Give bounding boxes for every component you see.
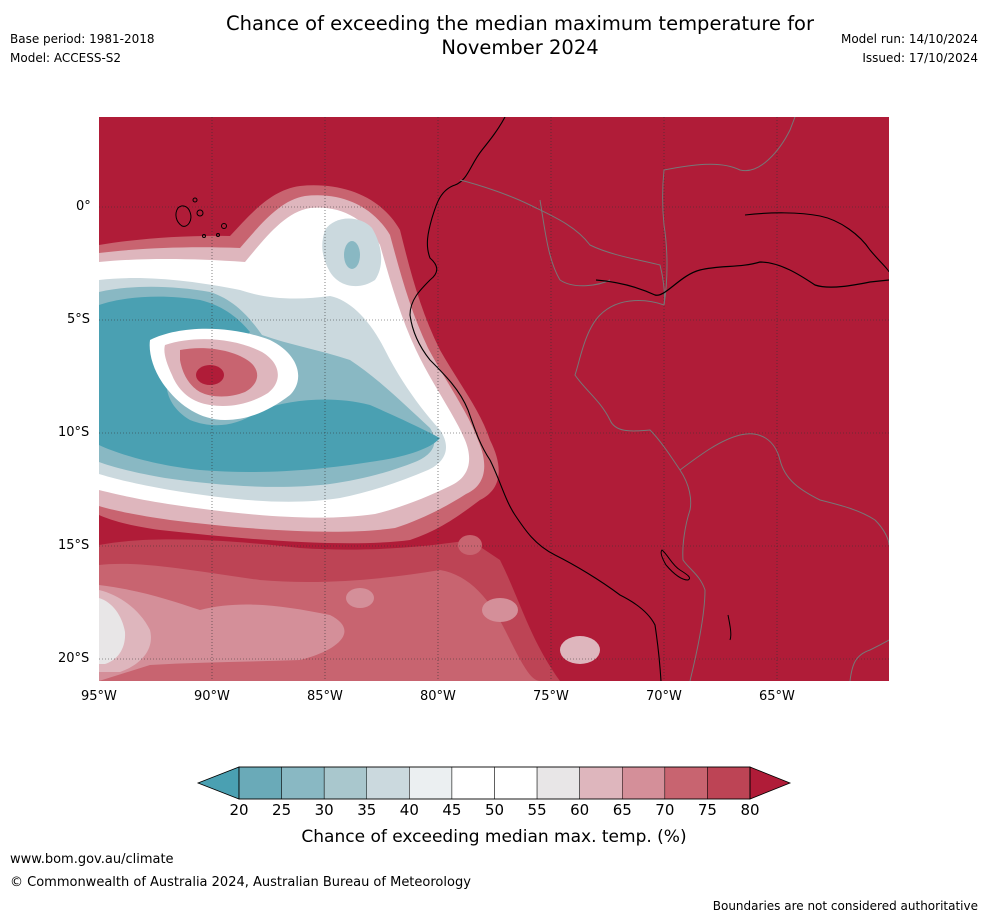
colorbar-segment [451,766,495,800]
colorbar-tick-label: 80 [740,801,760,819]
lon-label-80w: 80°W [420,689,456,704]
lat-label-10s: 10°S [58,425,90,440]
amazon-river [595,261,889,296]
colorbar-tick-label: 20 [229,801,249,819]
colorbar-segment [707,766,751,800]
lat-label-20s: 20°S [58,651,90,666]
colorbar-segment [622,766,666,800]
colorbar-segment [536,766,580,800]
colorbar-segment [238,766,282,800]
colorbar-arrow-low [196,766,240,800]
lake-poopo [727,614,732,641]
colorbar-segment [281,766,325,800]
contour-patch-pink-2 [482,598,518,622]
contour-patch-mid [458,535,482,555]
colorbar-label: Chance of exceeding median max. temp. (%… [301,827,687,847]
galapagos-islands [175,197,227,238]
colorbar-tick-label: 65 [612,801,632,819]
base-period: Base period: 1981-2018 [10,32,155,46]
colorbar-segment [323,766,367,800]
colorbar-segment [579,766,623,800]
colorbar-segment [409,766,453,800]
coastline [409,117,662,681]
issued-date: Issued: 17/10/2024 [862,51,978,65]
lon-label-65w: 65°W [759,689,795,704]
country-borders [459,117,889,681]
model-run: Model run: 14/10/2024 [840,32,978,46]
colorbar-tick-label: 45 [442,801,462,819]
lon-label-85w: 85°W [307,689,343,704]
footer-url[interactable]: www.bom.gov.au/climate [10,852,174,867]
colorbar-outline [238,766,751,800]
map-plot-area [99,117,889,681]
lat-label-0: 0° [76,199,91,214]
footer-copyright: © Commonwealth of Australia 2024, Austra… [10,875,471,890]
lat-label-15s: 15°S [58,538,90,553]
colorbar-segment [366,766,410,800]
colorbar-arrow-high [749,766,792,800]
contour-plume-core [344,241,360,269]
footer-disclaimer: Boundaries are not considered authoritat… [712,899,978,913]
colorbar-tick-label: 40 [399,801,419,819]
contour-patch-pink [346,588,374,608]
lon-label-75w: 75°W [533,689,569,704]
colorbar-tick-label: 25 [272,801,292,819]
colorbar-tick-label: 35 [357,801,377,819]
lat-label-5s: 5°S [67,312,91,327]
contour-55-south [99,598,126,664]
colorbar-tick-label: 50 [484,801,505,819]
colorbar-segment [494,766,538,800]
colorbar-tick-label: 70 [655,801,675,819]
lon-label-70w: 70°W [646,689,682,704]
colorbar-tick-label: 60 [570,801,590,819]
contour-patch-light [560,636,600,664]
lake-titicaca [660,549,691,581]
contour-65-south [99,585,345,681]
colorbar-tick-label: 55 [527,801,547,819]
map-title: Chance of exceeding the median maximum t… [150,12,890,60]
graticule [99,117,889,681]
lon-label-95w: 95°W [81,689,117,704]
colorbar-segment [664,766,708,800]
contour-warm-core [196,365,224,385]
model-name: Model: ACCESS-S2 [10,51,122,65]
title-line-2: November 2024 [441,36,599,59]
title-line-1: Chance of exceeding the median maximum t… [225,12,815,35]
north-coast [744,212,889,273]
lon-label-90w: 90°W [194,689,230,704]
colorbar [196,766,792,800]
colorbar-tick-label: 75 [697,801,717,819]
colorbar-tick-label: 30 [314,801,334,819]
